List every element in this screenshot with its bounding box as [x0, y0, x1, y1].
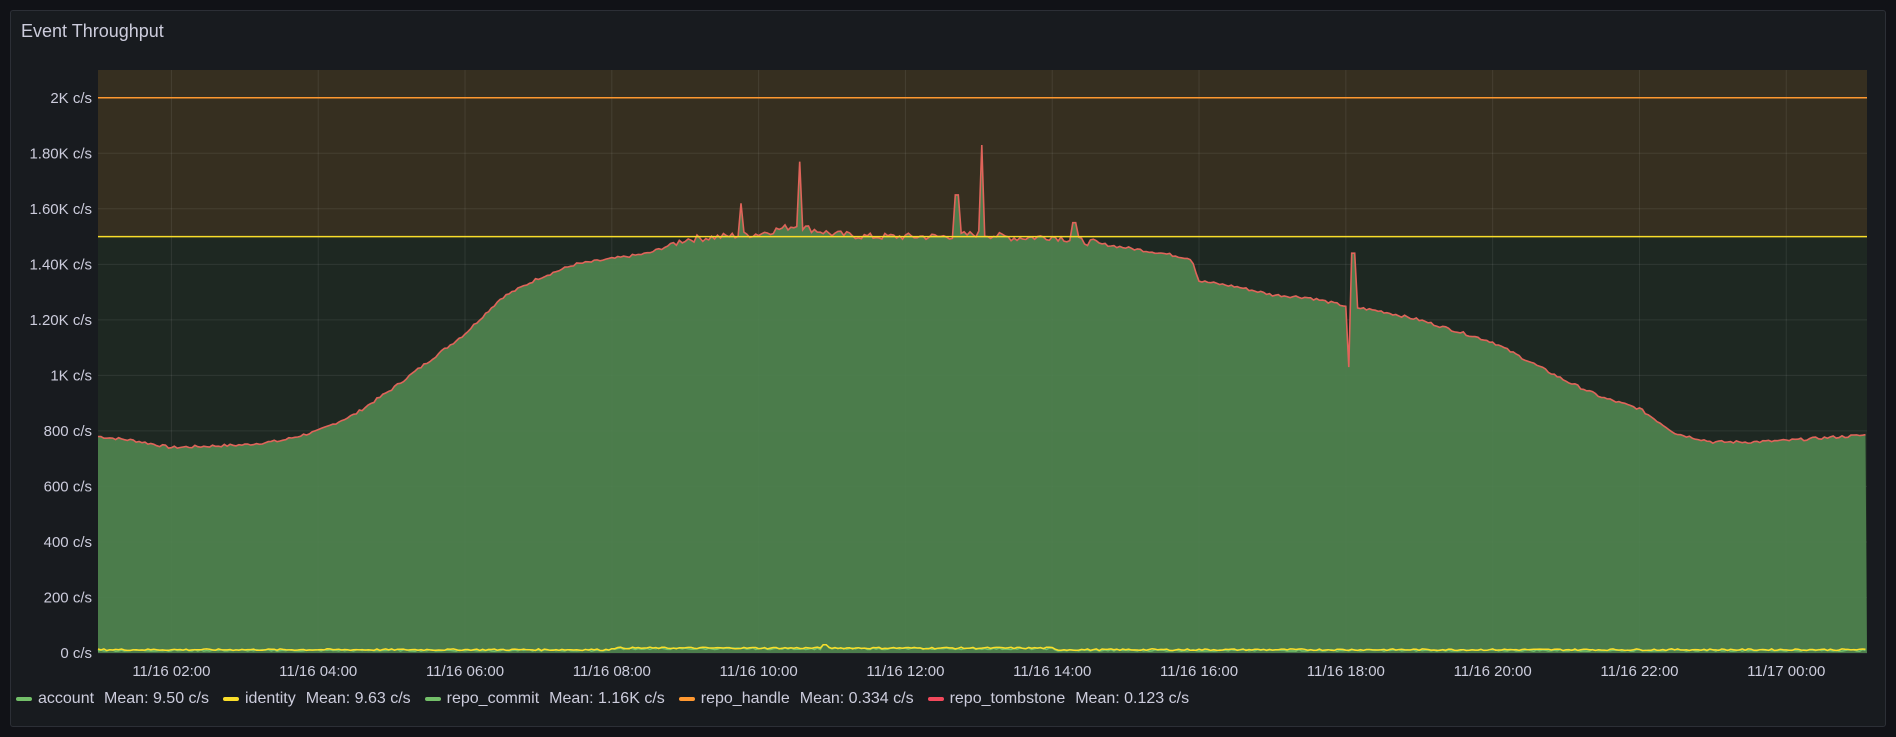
panel-title: Event Throughput — [21, 21, 164, 41]
legend-swatch — [678, 697, 695, 701]
x-tick-label: 11/16 22:00 — [1600, 663, 1678, 680]
legend-series-name: repo_handle — [700, 690, 790, 707]
legend: account Mean: 9.50 c/s identity Mean: 9.63 … — [16, 690, 1189, 708]
legend-series-name: identity — [245, 690, 296, 707]
y-tick-label: 800 c/s — [44, 423, 92, 440]
legend-swatch — [424, 697, 441, 701]
legend-item-repo_commit[interactable]: repo_commit Mean: 1.16K c/s — [424, 690, 665, 708]
y-tick-label: 1.60K c/s — [29, 201, 92, 218]
y-tick-label: 200 c/s — [44, 589, 92, 606]
legend-series-mean: Mean: 9.63 c/s — [305, 690, 411, 707]
y-tick-label: 600 c/s — [44, 478, 92, 495]
y-tick-label: 1.80K c/s — [29, 145, 92, 162]
x-tick-label: 11/16 14:00 — [1013, 663, 1091, 680]
legend-series-name: account — [38, 690, 95, 707]
legend-series-mean: Mean: 1.16K c/s — [549, 690, 665, 707]
y-tick-label: 0 c/s — [60, 645, 92, 662]
y-tick-label: 400 c/s — [44, 534, 92, 551]
y-tick-label: 1.20K c/s — [29, 312, 92, 329]
series-area-repo_commit — [98, 145, 1867, 653]
legend-swatch — [16, 697, 32, 701]
x-tick-label: 11/16 04:00 — [279, 663, 357, 680]
legend-item-account[interactable]: account Mean: 9.50 c/s — [16, 690, 209, 708]
legend-item-repo_handle[interactable]: repo_handle Mean: 0.334 c/s — [678, 690, 914, 708]
x-tick-label: 11/16 06:00 — [426, 663, 504, 680]
y-tick-label: 2K c/s — [50, 90, 92, 107]
series-line-repo_commit — [97, 144, 1866, 450]
y-tick-label: 1.40K c/s — [29, 256, 92, 273]
x-tick-label: 11/16 16:00 — [1160, 663, 1238, 680]
series-line-identity — [97, 643, 1866, 652]
legend-series-mean: Mean: 9.50 c/s — [104, 690, 209, 707]
legend-item-repo_tombstone[interactable]: repo_tombstone Mean: 0.123 c/s — [927, 690, 1190, 708]
legend-series-name: repo_commit — [446, 690, 540, 707]
x-tick-label: 11/16 12:00 — [866, 663, 944, 680]
x-tick-label: 11/16 10:00 — [720, 663, 798, 680]
legend-series-mean: Mean: 0.123 c/s — [1075, 690, 1190, 707]
legend-item-identity[interactable]: identity Mean: 9.63 c/s — [223, 690, 411, 708]
x-tick-label: 11/16 20:00 — [1454, 663, 1532, 680]
legend-series-name: repo_tombstone — [949, 690, 1066, 707]
legend-swatch — [223, 697, 239, 701]
legend-series-mean: Mean: 0.334 c/s — [799, 690, 914, 707]
x-tick-label: 11/16 02:00 — [132, 663, 210, 680]
x-tick-label: 11/17 00:00 — [1747, 663, 1825, 680]
x-tick-label: 11/16 18:00 — [1307, 663, 1385, 680]
legend-swatch — [927, 697, 944, 701]
y-tick-label: 1K c/s — [50, 367, 92, 384]
x-tick-label: 11/16 08:00 — [573, 663, 651, 680]
